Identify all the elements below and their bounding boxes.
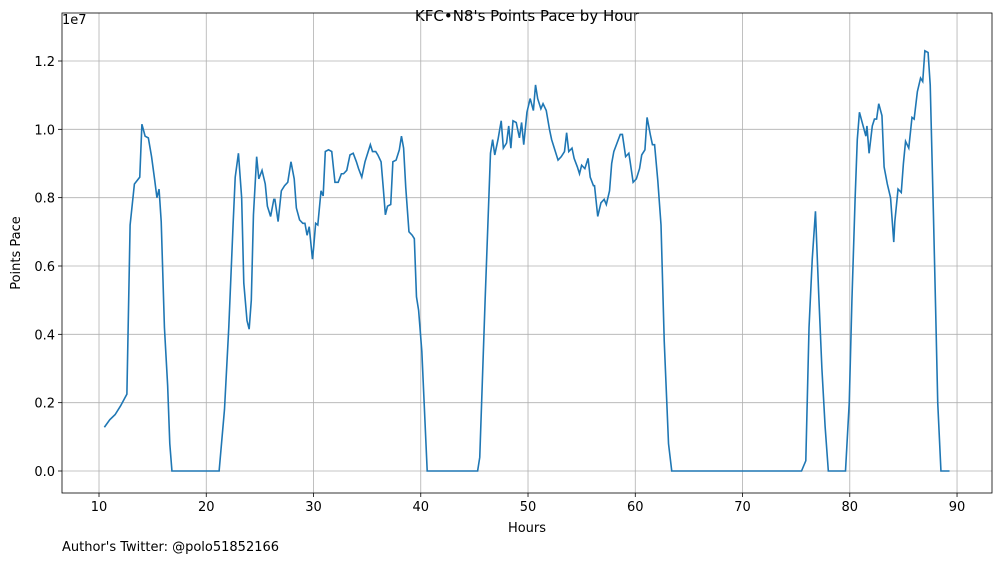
footnote: Author's Twitter: @polo51852166 [62,540,279,555]
x-tick-label: 40 [412,500,429,515]
y-tick-label: 0.4 [34,328,55,343]
x-tick-label: 10 [91,500,108,515]
x-tick-label: 50 [520,500,537,515]
y-tick-label: 0.6 [34,260,55,275]
x-tick-label: 30 [305,500,322,515]
y-tick-label: 0.8 [34,192,55,207]
x-tick-label: 80 [842,500,859,515]
x-tick-label: 70 [734,500,751,515]
x-tick-label: 20 [198,500,215,515]
y-tick-label: 0.0 [34,465,55,480]
plot-frame [61,12,993,494]
data-line [103,49,950,472]
y-offset-label: 1e7 [62,13,87,28]
y-tick-label: 1.2 [34,55,55,70]
y-tick-label: 0.2 [34,397,55,412]
x-tick-label: 60 [627,500,644,515]
chart-title: KFC•N8's Points Pace by Hour [415,7,640,25]
x-tick-label: 90 [949,500,966,515]
y-axis-label: Points Pace [9,216,24,290]
x-axis-label: Hours [508,521,546,536]
y-tick-label: 1.0 [34,123,55,138]
